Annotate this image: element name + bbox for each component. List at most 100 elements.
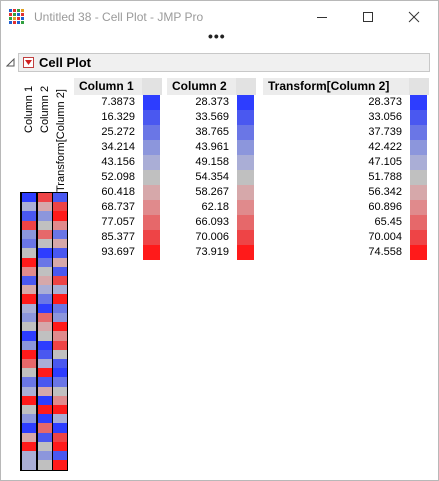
report-outline-header: Cell Plot [18, 53, 430, 72]
maximize-button[interactable] [345, 1, 391, 33]
color-swatch [237, 245, 254, 260]
cell-plot-cell [22, 266, 36, 276]
legend-row: 47.105 [263, 155, 429, 170]
red-triangle-menu-button[interactable] [23, 57, 34, 68]
color-swatch [237, 185, 254, 200]
header-swatch-cell [142, 78, 162, 95]
cell-plot-cell [38, 322, 52, 332]
cell-plot-cell [22, 451, 36, 461]
column-1-label: Column 1 [23, 85, 35, 133]
cell-plot-cell [53, 432, 67, 442]
legend-row: 49.158 [167, 155, 256, 170]
legend-value: 56.342 [368, 186, 402, 198]
legend-row: 7.3873 [74, 95, 162, 110]
legend-value: 54.354 [195, 171, 229, 183]
cell-plot-cell [53, 303, 67, 313]
legend-value: 34.214 [101, 141, 135, 153]
cell-plot-cell [38, 423, 52, 433]
cell-plot-cell [53, 322, 67, 332]
legend-row: 60.896 [263, 200, 429, 215]
cell-plot-cell [38, 432, 52, 442]
color-swatch [237, 230, 254, 245]
color-swatch [143, 230, 160, 245]
color-swatch [237, 140, 254, 155]
cell-plot-cell [22, 340, 36, 350]
cell-plot-cell [38, 294, 52, 304]
legend-value: 33.056 [368, 111, 402, 123]
cell-plot-cell [22, 368, 36, 378]
cell-plot-cell [22, 331, 36, 341]
legend-value: 47.105 [368, 156, 402, 168]
cell-plot-cell [38, 285, 52, 295]
cell-plot-cell [53, 202, 67, 212]
legend-row: 16.329 [74, 110, 162, 125]
cell-plot-cell [53, 294, 67, 304]
cell-plot-cell [53, 395, 67, 406]
cell-plot-cell [53, 331, 67, 341]
legend-table-header: Column 1 [74, 78, 162, 95]
legend-row: 52.098 [74, 170, 162, 185]
more-menu-button[interactable]: ••• [208, 28, 226, 44]
legend-value: 25.272 [101, 126, 135, 138]
cell-plot-cell [22, 349, 36, 359]
legend-row: 68.737 [74, 200, 162, 215]
cell-plot-cell [22, 322, 36, 332]
legend-value: 52.098 [101, 171, 135, 183]
legend-value: 60.896 [368, 201, 402, 213]
cell-plot-cell [53, 358, 67, 369]
color-swatch [237, 200, 254, 215]
cell-plot-cell [22, 193, 36, 203]
legend-row: 60.418 [74, 185, 162, 200]
legend-row: 54.354 [167, 170, 256, 185]
legend-value: 70.006 [195, 231, 229, 243]
cell-plot-cell [38, 349, 52, 359]
minimize-button[interactable] [299, 1, 345, 33]
close-button[interactable] [391, 1, 437, 33]
color-swatch [143, 245, 160, 260]
color-swatch [237, 110, 254, 125]
red-triangle-icon [25, 60, 32, 65]
legend-row: 73.919 [167, 245, 256, 260]
color-swatch [143, 125, 160, 140]
legend-row: 70.004 [263, 230, 429, 245]
legend-row: 77.057 [74, 215, 162, 230]
color-swatch [410, 185, 427, 200]
cell-plot-column-2 [38, 193, 52, 470]
cell-plot-cell [38, 441, 52, 452]
legend-value: 38.765 [195, 126, 229, 138]
close-icon [408, 11, 420, 23]
legend-row: 34.214 [74, 140, 162, 155]
legend-value: 58.267 [195, 186, 229, 198]
cell-plot-cell [22, 312, 36, 323]
cell-plot-cell [22, 220, 36, 230]
legend-row: 43.961 [167, 140, 256, 155]
legend-value: 28.373 [195, 96, 229, 108]
color-swatch [410, 125, 427, 140]
title-bar[interactable]: Untitled 38 - Cell Plot - JMP Pro [1, 1, 438, 33]
legend-value: 43.156 [101, 156, 135, 168]
cell-plot-cell [53, 460, 67, 470]
cell-plot-cell [53, 211, 67, 221]
cell-plot-cell [22, 432, 36, 442]
cell-plot-cell [38, 193, 52, 203]
cell-plot-cell [22, 441, 36, 452]
cell-plot-cell [53, 193, 67, 203]
cell-plot-cell [38, 331, 52, 341]
cell-plot-cell [22, 414, 36, 424]
cell-plot-graph[interactable] [20, 192, 68, 471]
legend-value: 85.377 [101, 231, 135, 243]
maximize-icon [363, 12, 373, 22]
legend-value: 68.737 [101, 201, 135, 213]
cell-plot-cell [38, 211, 52, 221]
cell-plot-cell [53, 275, 67, 286]
color-swatch [143, 140, 160, 155]
cell-plot-cell [53, 368, 67, 378]
legend-row: 43.156 [74, 155, 162, 170]
legend-table-transform-column-2: Transform[Column 2] 28.373 33.056 37.739 42… [263, 78, 429, 260]
cell-plot-cell [38, 405, 52, 415]
cell-plot-cell [38, 248, 52, 258]
cell-plot-cell [53, 312, 67, 323]
collapse-outline-icon[interactable] [6, 58, 15, 67]
color-swatch [143, 185, 160, 200]
legend-table-header: Transform[Column 2] [263, 78, 429, 95]
